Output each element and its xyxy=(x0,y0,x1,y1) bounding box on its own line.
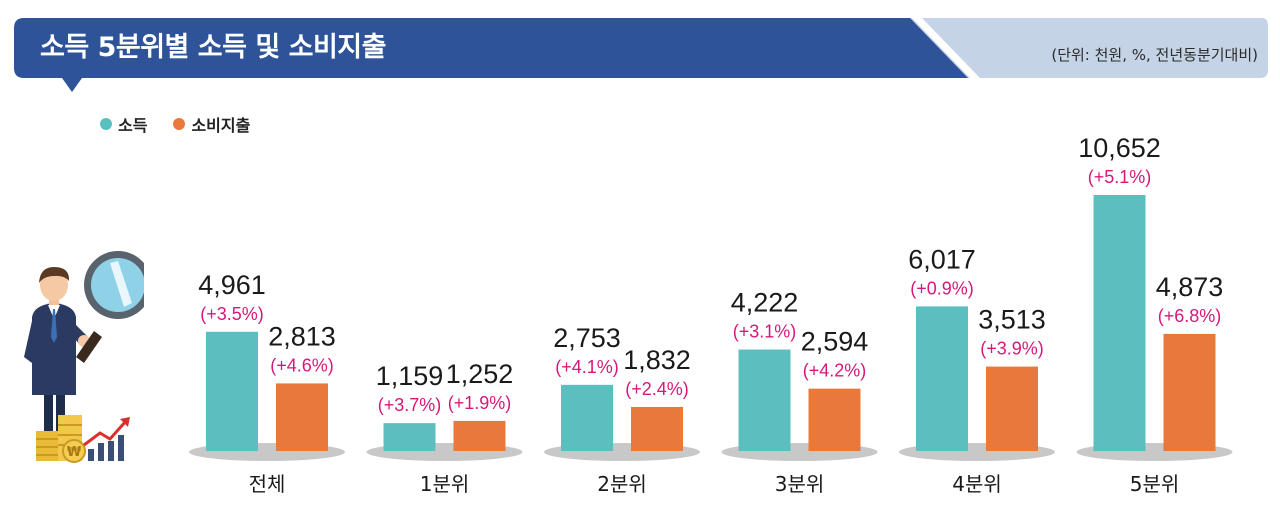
legend-swatch-spending xyxy=(173,118,186,130)
change-label-spending-3: (+2.4%) xyxy=(625,379,689,399)
change-label-spending-6: (+6.8%) xyxy=(1158,306,1222,326)
unit-note: (단위: 천원, %, 전년동분기대비) xyxy=(1051,46,1258,64)
businessman-icon xyxy=(24,267,90,433)
bar-spending-3 xyxy=(631,406,683,451)
category-label-6: 5분위 xyxy=(1130,472,1180,496)
change-label-income-4: (+3.1%) xyxy=(733,322,797,342)
change-label-income-5: (+0.9%) xyxy=(910,278,974,298)
legend-label-income: 소득 xyxy=(118,116,148,135)
value-label-income-3: 2,753 xyxy=(553,323,621,353)
category-label-4: 3분위 xyxy=(775,472,825,496)
change-label-spending-1: (+4.6%) xyxy=(270,355,334,375)
value-label-spending-1: 2,813 xyxy=(268,321,336,351)
legend-item-income: 소득 xyxy=(100,112,147,136)
category-label-1: 전체 xyxy=(249,472,286,496)
legend-label-spending: 소비지출 xyxy=(191,116,251,135)
legend: 소득 소비지출 xyxy=(100,112,250,136)
bar-spending-4 xyxy=(808,388,861,451)
value-label-income-2: 1,159 xyxy=(376,361,444,391)
value-label-income-4: 4,222 xyxy=(731,288,799,318)
page-title: 소득 5분위별 소득 및 소비지출 xyxy=(40,32,386,63)
coin-stack-icon: ₩ xyxy=(36,415,86,463)
change-label-income-2: (+3.7%) xyxy=(378,395,442,415)
category-label-3: 2분위 xyxy=(597,472,647,496)
category-label-2: 1분위 xyxy=(420,472,470,496)
change-label-income-1: (+3.5%) xyxy=(200,304,264,324)
value-label-spending-5: 3,513 xyxy=(978,305,1046,335)
bar-income-2 xyxy=(383,423,436,451)
change-label-spending-4: (+4.2%) xyxy=(803,361,867,381)
bar-spending-2 xyxy=(453,420,506,451)
title-banner xyxy=(14,18,1268,92)
value-label-income-1: 4,961 xyxy=(198,270,266,300)
change-label-spending-5: (+3.9%) xyxy=(980,339,1044,359)
coin-symbol: ₩ xyxy=(67,445,82,460)
banner-highlight xyxy=(912,18,980,78)
legend-swatch-income xyxy=(100,118,112,130)
growth-arrow-icon xyxy=(83,417,130,461)
bar-income-5 xyxy=(916,306,968,451)
banner-main xyxy=(14,18,968,92)
legend-item-spending: 소비지출 xyxy=(173,112,250,136)
bar-income-4 xyxy=(738,349,791,451)
change-label-spending-2: (+1.9%) xyxy=(448,393,512,413)
magnifier-icon xyxy=(76,251,144,363)
value-label-spending-2: 1,252 xyxy=(446,359,514,389)
bar-spending-5 xyxy=(986,366,1038,451)
change-label-income-3: (+4.1%) xyxy=(555,357,619,377)
bar-income-3 xyxy=(561,384,613,451)
category-label-5: 4분위 xyxy=(952,472,1002,496)
value-label-spending-6: 4,873 xyxy=(1156,272,1224,302)
value-label-income-6: 10,652 xyxy=(1078,133,1161,163)
change-label-income-6: (+5.1%) xyxy=(1088,167,1152,187)
bar-spending-6 xyxy=(1163,333,1216,451)
value-label-income-5: 6,017 xyxy=(908,244,976,274)
bar-spending-1 xyxy=(276,383,328,451)
businessman-illustration: ₩ xyxy=(24,251,144,463)
value-label-spending-4: 2,594 xyxy=(801,327,869,357)
bar-income-1 xyxy=(206,331,258,451)
value-label-spending-3: 1,832 xyxy=(623,345,691,375)
bar-income-6 xyxy=(1093,195,1146,451)
banner-accent xyxy=(905,18,1268,78)
